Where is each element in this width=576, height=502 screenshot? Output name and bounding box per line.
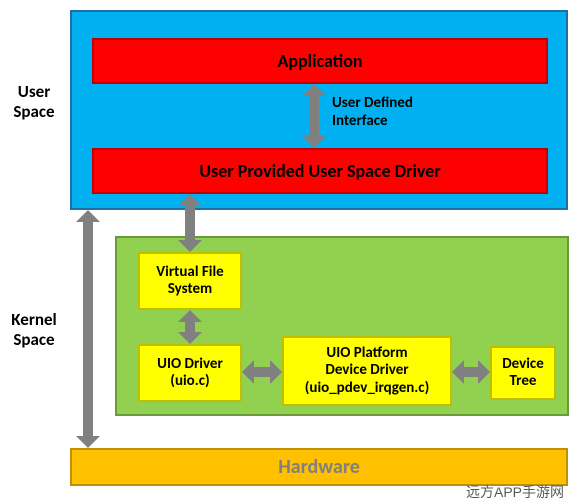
- application-box: Application: [92, 38, 548, 84]
- arrow-platform-to-devtree: [452, 360, 490, 384]
- vfs-box-label: Virtual File System: [156, 264, 223, 299]
- user-space-label: User Space: [4, 82, 64, 122]
- application-box-label: Application: [277, 51, 362, 72]
- arrow-uiodriver-to-platform: [242, 360, 282, 384]
- user-space-driver-box-label: User Provided User Space Driver: [199, 161, 440, 182]
- arrow-app-to-userdriver: [302, 84, 326, 148]
- arrow-vfs-to-uiodriver: [178, 310, 202, 344]
- user-space-driver-box: User Provided User Space Driver: [92, 148, 548, 194]
- hardware-box-label: Hardware: [278, 456, 360, 479]
- uio-driver-box: UIO Driver (uio.c): [138, 344, 242, 402]
- kernel-space-label: Kernel Space: [4, 310, 64, 350]
- hardware-box: Hardware: [70, 448, 568, 486]
- watermark-text: 远方APP手游网: [466, 482, 564, 502]
- device-tree-box-label: Device Tree: [502, 356, 544, 391]
- vfs-box: Virtual File System: [138, 252, 242, 310]
- uio-platform-box-label: UIO Platform Device Driver (uio_pdev_irq…: [305, 345, 430, 397]
- arrow-userdriver-to-vfs: [178, 194, 202, 252]
- uio-platform-box: UIO Platform Device Driver (uio_pdev_irq…: [282, 336, 452, 406]
- uio-driver-box-label: UIO Driver (uio.c): [157, 356, 223, 391]
- device-tree-box: Device Tree: [490, 346, 556, 400]
- user-defined-interface-label: User Defined Interface: [332, 94, 462, 134]
- arrow-userspace-to-hardware: [76, 210, 100, 448]
